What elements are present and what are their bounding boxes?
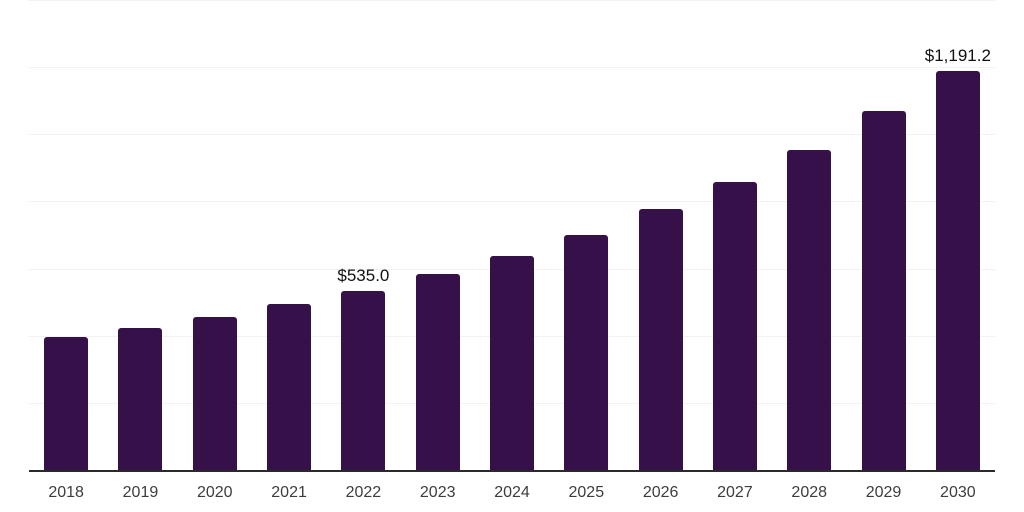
bar-2023 (415, 274, 460, 471)
x-tick-2022: 2022 (345, 484, 382, 501)
bar-2025 (564, 234, 609, 471)
bar-2029 (861, 111, 906, 471)
x-tick-2019: 2019 (122, 484, 159, 501)
bar-2024 (490, 256, 534, 471)
x-tick-2023: 2023 (419, 484, 456, 501)
bar-2027 (712, 181, 757, 471)
gridline-1000 (29, 134, 995, 136)
bar-2020 (192, 316, 237, 471)
bar-2028 (787, 149, 832, 471)
x-axis-line (29, 470, 995, 472)
bar-2018 (44, 336, 89, 471)
x-tick-2021: 2021 (271, 484, 307, 501)
x-tick-2024: 2024 (494, 484, 530, 501)
x-tick-2020: 2020 (196, 484, 233, 501)
x-tick-2029: 2029 (865, 484, 902, 501)
x-tick-2027: 2027 (717, 484, 753, 501)
bar-2026 (638, 209, 683, 471)
data-label-2030: $1,191.2 (924, 46, 991, 66)
x-tick-2026: 2026 (642, 484, 679, 501)
bar-2022 (341, 291, 386, 471)
plot-area: $535.0 $1,191.2 (29, 0, 995, 472)
gridline-800 (29, 201, 995, 203)
x-tick-2025: 2025 (568, 484, 605, 501)
bar-2021 (267, 304, 312, 471)
bar-2030 (935, 71, 980, 471)
gridline-1400 (29, 0, 995, 1)
data-label-2022: $535.0 (337, 266, 390, 286)
bar-2019 (118, 328, 163, 471)
x-tick-2030: 2030 (940, 484, 976, 501)
gridline-1200 (29, 67, 995, 69)
x-tick-2018: 2018 (48, 484, 84, 501)
x-tick-2028: 2028 (791, 484, 828, 501)
